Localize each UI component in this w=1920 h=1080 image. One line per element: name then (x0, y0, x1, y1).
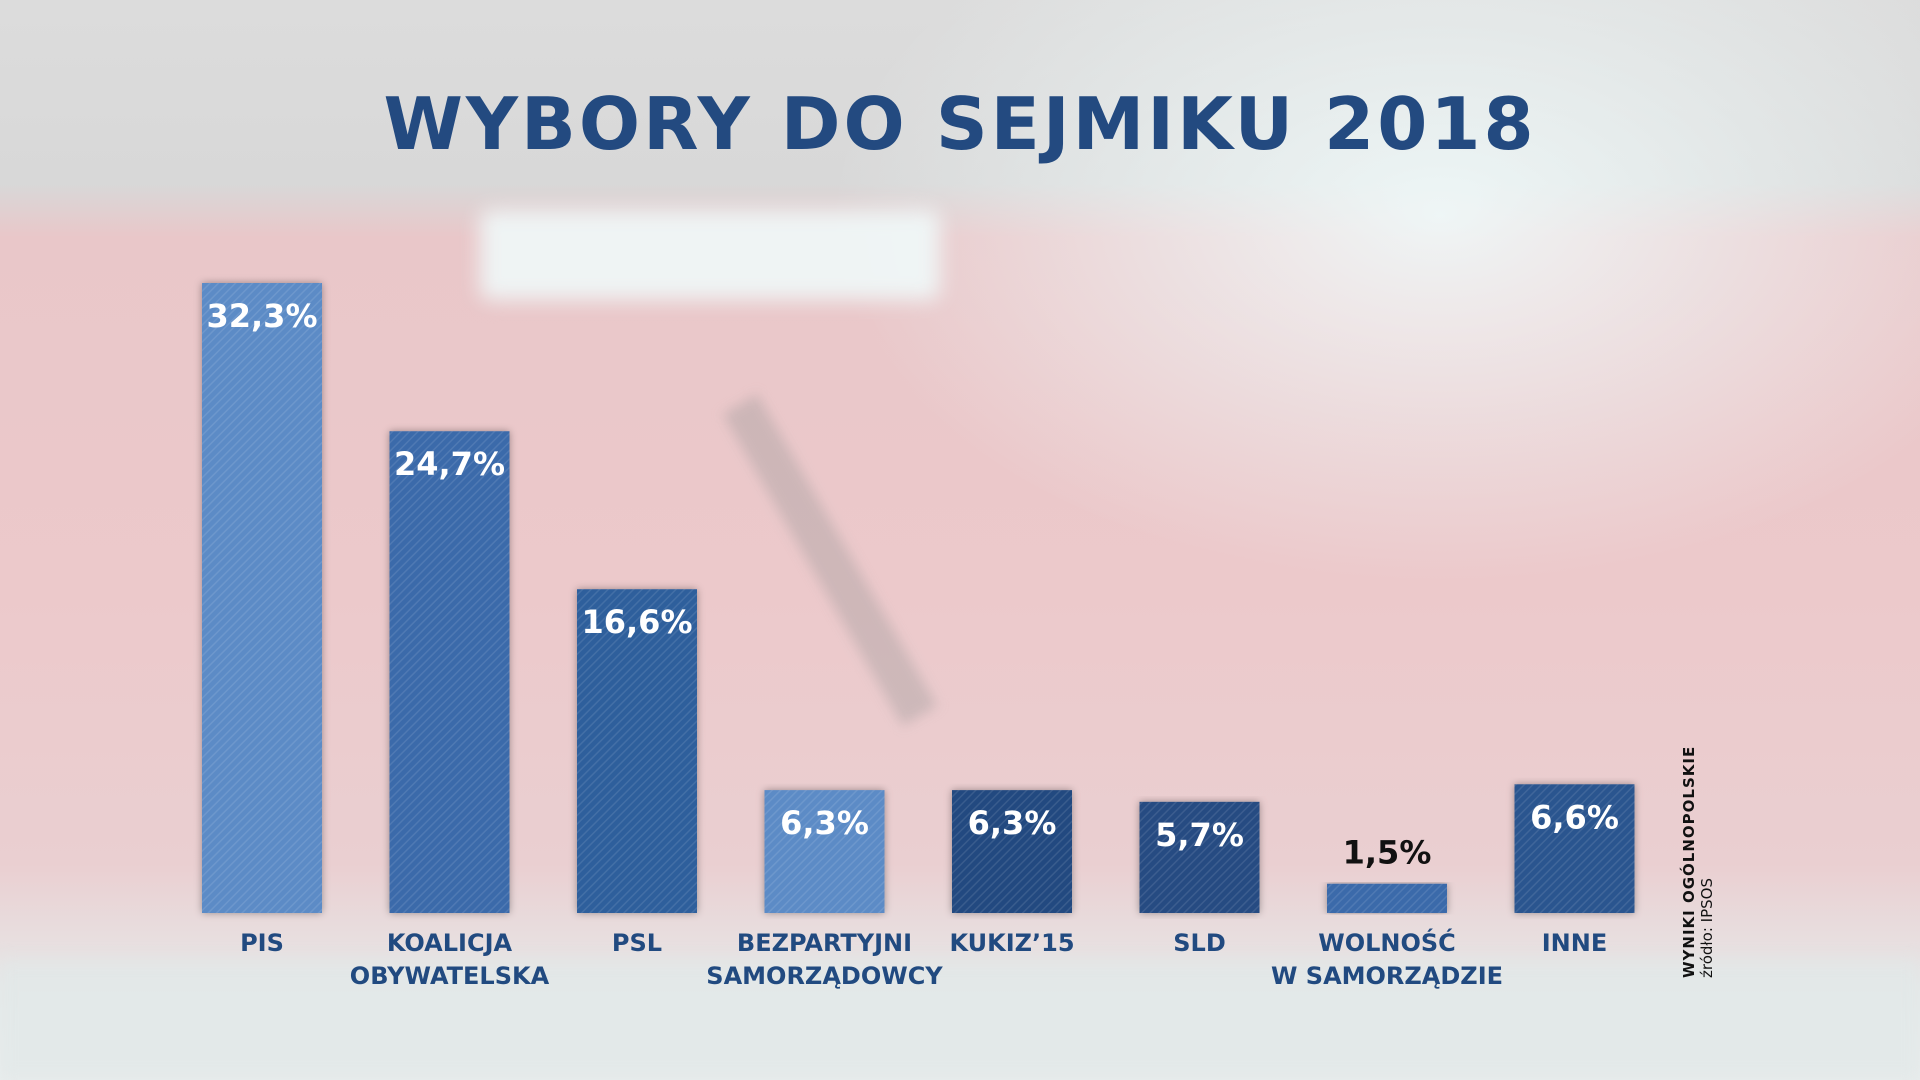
chart-title: WYBORY DO SEJMIKU 2018 (383, 82, 1537, 166)
value-label-wolność-w-samorządzie: 1,5% (1343, 834, 1432, 872)
source-line-results: WYNIKI OGÓLNOPOLSKIE (1680, 745, 1698, 978)
category-label-line: SAMORZĄDOWCY (706, 962, 943, 990)
bar-texture-inne (1514, 784, 1635, 913)
category-label-line: W SAMORZĄDZIE (1271, 962, 1503, 990)
category-label-line: KOALICJA (387, 929, 513, 957)
value-label-bezpartyjni-samorządowcy: 6,3% (780, 804, 869, 842)
source-line-ipsos: źródło: IPSOS (1698, 878, 1716, 978)
category-label-line: INNE (1542, 929, 1608, 957)
bar-texture-pis (202, 283, 322, 913)
category-label-line: WOLNOŚĆ (1318, 927, 1456, 957)
bar-texture-sld (1139, 801, 1260, 913)
labels-layer: 32,3% PIS 24,7% KOALICJA OBYWATELSKA 16,6% PSL… (206, 297, 1618, 990)
category-label-wolność-w-samorządzie: WOLNOŚĆ W SAMORZĄDZIE (1271, 927, 1503, 990)
category-label-kukiz-15: KUKIZ’15 (949, 929, 1074, 957)
background-paper (480, 210, 940, 300)
category-label-line: KUKIZ’15 (949, 929, 1074, 957)
category-label-psl: PSL (612, 929, 662, 957)
category-label-sld: SLD (1173, 929, 1226, 957)
category-label-koalicja-obywatelska: KOALICJA OBYWATELSKA (350, 929, 550, 990)
value-label-sld: 5,7% (1155, 816, 1244, 854)
value-label-inne: 6,6% (1530, 798, 1619, 836)
value-label-pis: 32,3% (206, 297, 317, 335)
bar-texture-wolność-w-samorządzie (1327, 883, 1447, 913)
bar-texture-bezpartyjni-samorządowcy (764, 790, 885, 913)
bar-texture-koalicja-obywatelska (389, 431, 510, 913)
bar-texture-kukiz-15 (952, 790, 1072, 913)
category-label-pis: PIS (240, 929, 284, 957)
category-label-bezpartyjni-samorządowcy: BEZPARTYJNI SAMORZĄDOWCY (706, 929, 943, 990)
value-label-kukiz-15: 6,3% (968, 804, 1057, 842)
category-label-line: OBYWATELSKA (350, 962, 550, 990)
value-label-psl: 16,6% (581, 603, 692, 641)
category-label-line: BEZPARTYJNI (737, 929, 912, 957)
bar-texture-psl (577, 589, 697, 913)
category-label-line: PIS (240, 929, 284, 957)
category-label-line: PSL (612, 929, 662, 957)
category-label-line: SLD (1173, 929, 1226, 957)
background-floor (0, 960, 1920, 1080)
value-label-koalicja-obywatelska: 24,7% (394, 445, 505, 483)
source-note: WYNIKI OGÓLNOPOLSKIE źródło: IPSOS (1680, 728, 1720, 978)
category-label-inne: INNE (1542, 929, 1608, 957)
bars-layer (202, 283, 1635, 913)
